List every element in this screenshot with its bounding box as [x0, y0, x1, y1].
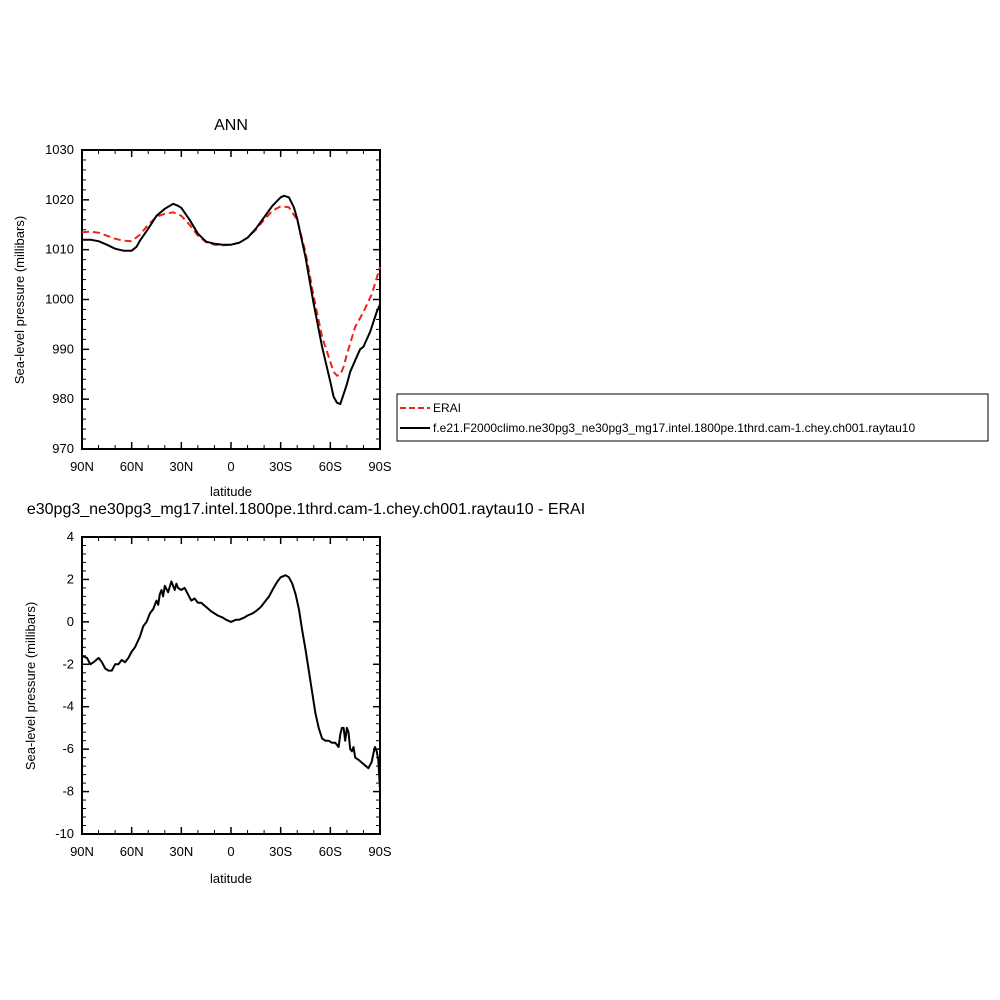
legend-erai-label: ERAI	[433, 401, 461, 415]
series-line-erai	[81, 205, 381, 377]
y-tick-label: 980	[52, 391, 74, 406]
bottom-series-lines	[81, 574, 381, 790]
y-tick-label: 0	[67, 614, 74, 629]
bottom-panel-title: e30pg3_ne30pg3_mg17.intel.1800pe.1thrd.c…	[27, 501, 585, 518]
y-tick-label: -10	[55, 826, 74, 841]
legend: ERAI f.e21.F2000climo.ne30pg3_ne30pg3_mg…	[396, 393, 989, 442]
y-tick-label: 1030	[45, 142, 74, 157]
x-tick-label: 60N	[120, 459, 144, 474]
y-tick-label: 1010	[45, 242, 74, 257]
x-tick-label: 30N	[169, 459, 193, 474]
y-tick-label: -2	[62, 656, 74, 671]
x-tick-label: 90S	[368, 459, 391, 474]
y-tick-label: 1020	[45, 192, 74, 207]
x-tick-label: 90S	[368, 844, 391, 859]
y-tick-label: 4	[67, 529, 74, 544]
bottom-plot-frame	[81, 536, 381, 835]
y-tick-label: 970	[52, 441, 74, 456]
bottom-panel: e30pg3_ne30pg3_mg17.intel.1800pe.1thrd.c…	[23, 501, 585, 886]
series-line-model	[82, 194, 381, 406]
y-tick-label: -4	[62, 699, 74, 714]
x-tick-label: 0	[227, 459, 234, 474]
top-y-axis-ticks: 970 980 990 1000 1010 1020 1030	[45, 142, 380, 456]
bottom-x-axis-ticks: 90N 60N 30N 0 30S 60S 90S	[70, 537, 392, 859]
legend-model-label: f.e21.F2000climo.ne30pg3_ne30pg3_mg17.in…	[433, 421, 915, 435]
x-tick-label: 60S	[319, 459, 342, 474]
x-tick-label: 90N	[70, 459, 94, 474]
top-series-lines	[81, 194, 381, 406]
top-panel-title: ANN	[214, 117, 248, 134]
top-plot-frame	[81, 149, 381, 450]
series-line-model	[81, 574, 381, 790]
top-x-axis-label: latitude	[210, 484, 252, 499]
bottom-x-axis-label: latitude	[210, 871, 252, 886]
x-tick-label: 30S	[269, 844, 292, 859]
x-tick-label: 0	[227, 844, 234, 859]
y-tick-label: 1000	[45, 292, 74, 307]
top-x-axis-ticks: 90N 60N 30N 0 30S 60S 90S	[70, 150, 392, 474]
y-tick-label: 2	[67, 571, 74, 586]
legend-box	[396, 393, 989, 442]
y-tick-label: -8	[62, 784, 74, 799]
top-panel: ANN 90N 60N 30N 0 30S 60S 90S 970 980 990 1000 101…	[12, 117, 392, 499]
x-tick-label: 30S	[269, 459, 292, 474]
top-y-axis-label: Sea-level pressure (millibars)	[12, 216, 27, 384]
bottom-y-axis-ticks: -10 -8 -6 -4 -2 0 2 4	[55, 529, 380, 841]
bottom-y-axis-label: Sea-level pressure (millibars)	[23, 602, 38, 770]
x-tick-label: 60N	[120, 844, 144, 859]
x-tick-label: 60S	[319, 844, 342, 859]
y-tick-label: 990	[52, 341, 74, 356]
y-tick-label: -6	[62, 741, 74, 756]
x-tick-label: 90N	[70, 844, 94, 859]
x-tick-label: 30N	[169, 844, 193, 859]
